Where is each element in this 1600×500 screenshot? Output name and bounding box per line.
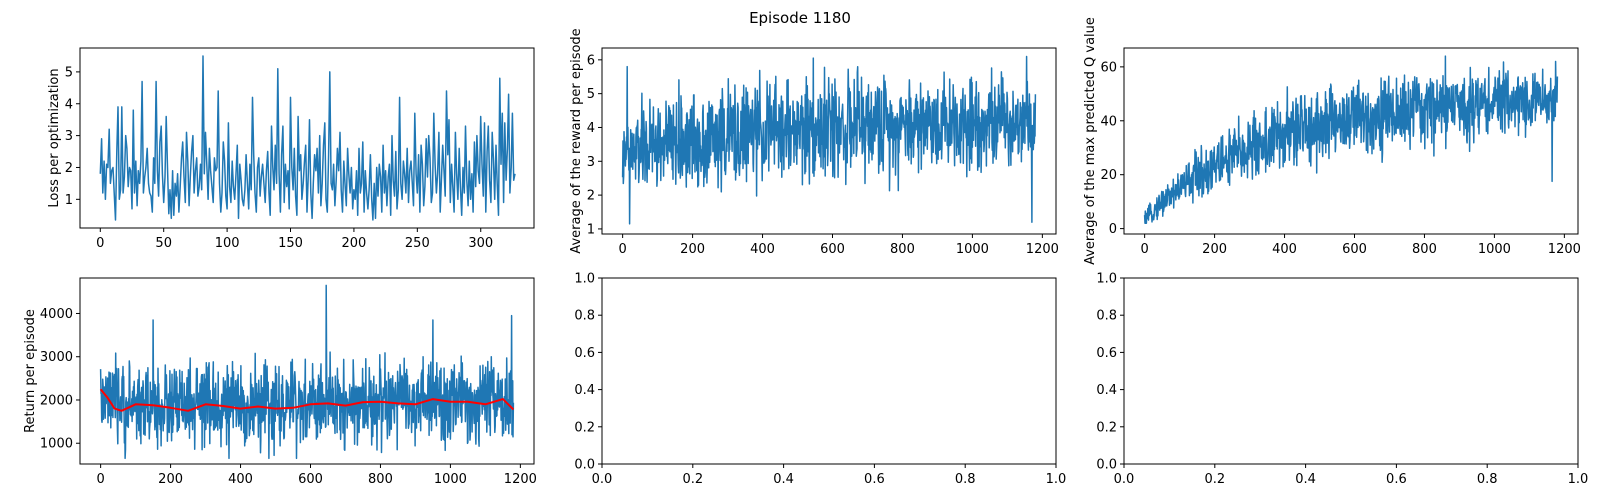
q_value-ytick-label: 60 <box>1100 60 1117 75</box>
loss-xtick-label: 250 <box>405 236 430 251</box>
loss-xtick-label: 150 <box>278 236 303 251</box>
q_value-xtick-label: 400 <box>1272 242 1297 257</box>
reward-ytick-label: 2 <box>587 189 595 204</box>
empty_1-xtick-label: 1.0 <box>1046 472 1067 487</box>
return-ytick-label: 2000 <box>40 393 73 408</box>
q_value-ytick-label: 20 <box>1100 168 1117 183</box>
return-xtick-label: 800 <box>368 472 393 487</box>
empty_2-ytick-label: 0.4 <box>1096 383 1117 398</box>
q_value-axes-frame <box>1123 47 1579 235</box>
q_value-xtick-label: 800 <box>1412 242 1437 257</box>
loss-ytick-label: 5 <box>65 65 73 80</box>
empty_2-xtick-label: 0.2 <box>1204 472 1225 487</box>
return-axes-frame <box>79 277 535 465</box>
empty_2-xtick-label: 0.4 <box>1295 472 1316 487</box>
empty_1-ytick-label: 1.0 <box>574 272 595 287</box>
return-xtick-label: 1000 <box>434 472 467 487</box>
q_value-ytick-label: 40 <box>1100 114 1117 129</box>
loss-xtick-label: 200 <box>342 236 367 251</box>
reward-xtick-label: 0 <box>618 242 626 257</box>
q_value-series-line <box>1143 55 1559 224</box>
loss-ytick-label: 3 <box>65 129 73 144</box>
empty_1-ytick-label: 0.6 <box>574 346 595 361</box>
loss-xtick-label: 0 <box>96 236 104 251</box>
loss-ylabel: Loss per optimization <box>47 68 62 207</box>
q_value-xtick-label: 600 <box>1342 242 1367 257</box>
subplot-empty_2: 0.0 0.2 0.4 0.6 0.8 1.0 0.0 0.2 0.4 0.6 0.8 1.0 <box>1096 272 1588 488</box>
empty_2-ytick-label: 0.8 <box>1096 309 1117 324</box>
empty_2-xtick-label: 0.8 <box>1477 472 1498 487</box>
reward-ytick-label: 3 <box>587 155 595 170</box>
empty_1-ytick-label: 0.4 <box>574 383 595 398</box>
reward-series-line <box>621 55 1037 225</box>
empty_1-axes-frame <box>601 277 1057 465</box>
loss-axes-frame <box>79 47 535 229</box>
subplot-return: 0 200 400 600 800 1000 1200 1000 2000 3000 4000Ret… <box>23 277 537 487</box>
return-xtick-label: 1200 <box>504 472 537 487</box>
loss-ytick-label: 2 <box>65 161 73 176</box>
empty_1-ytick-label: 0.8 <box>574 309 595 324</box>
reward-xtick-label: 1200 <box>1026 242 1059 257</box>
empty_1-xtick-label: 0.0 <box>592 472 613 487</box>
return-ytick-label: 1000 <box>40 437 73 452</box>
empty_1-xtick-label: 0.8 <box>955 472 976 487</box>
empty_2-xtick-label: 0.0 <box>1114 472 1135 487</box>
return-ytick-label: 4000 <box>40 307 73 322</box>
subplot-empty_1: 0.0 0.2 0.4 0.6 0.8 1.0 0.0 0.2 0.4 0.6 0.8 1.0 <box>574 272 1066 488</box>
reward-axes-frame <box>601 47 1057 235</box>
empty_1-ytick-label: 0.2 <box>574 420 595 435</box>
q_value-xtick-label: 1200 <box>1548 242 1581 257</box>
empty_2-ytick-label: 0.6 <box>1096 346 1117 361</box>
q_value-xtick-label: 200 <box>1202 242 1227 257</box>
return-xtick-label: 400 <box>228 472 253 487</box>
return-ylabel: Return per episode <box>23 309 38 433</box>
q_value-xtick-label: 1000 <box>1478 242 1511 257</box>
q_value-xtick-label: 0 <box>1140 242 1148 257</box>
figure-title: Episode 1180 <box>749 9 851 27</box>
return-series-group <box>99 284 515 460</box>
empty_2-ytick-label: 0.0 <box>1096 458 1117 473</box>
loss-xtick-label: 300 <box>468 236 493 251</box>
empty_1-ytick-label: 0.0 <box>574 458 595 473</box>
reward-xtick-label: 1000 <box>956 242 989 257</box>
loss-xtick-label: 100 <box>215 236 240 251</box>
reward-xtick-label: 400 <box>750 242 775 257</box>
loss-series-group <box>99 55 516 221</box>
empty_2-xtick-label: 1.0 <box>1568 472 1589 487</box>
return-xtick-label: 200 <box>158 472 183 487</box>
return-ytick-label: 3000 <box>40 350 73 365</box>
reward-ylabel: Average of the reward per episode <box>569 28 584 253</box>
return-series-line <box>99 284 515 460</box>
reward-xtick-label: 200 <box>680 242 705 257</box>
q_value-ylabel: Average of the max predicted Q value <box>1083 17 1098 265</box>
loss-xtick-label: 50 <box>155 236 172 251</box>
empty_1-xtick-label: 0.4 <box>773 472 794 487</box>
reward-ytick-label: 1 <box>587 222 595 237</box>
empty_2-ytick-label: 1.0 <box>1096 272 1117 287</box>
q_value-ytick-label: 0 <box>1109 222 1117 237</box>
return-smoothed-line <box>99 388 515 412</box>
loss-ytick-label: 1 <box>65 193 73 208</box>
reward-series-group <box>621 55 1037 225</box>
reward-ytick-label: 4 <box>587 121 595 136</box>
q_value-series-group <box>1143 55 1559 224</box>
reward-xtick-label: 600 <box>820 242 845 257</box>
empty_1-xtick-label: 0.2 <box>682 472 703 487</box>
empty_2-ytick-label: 0.2 <box>1096 420 1117 435</box>
reward-xtick-label: 800 <box>890 242 915 257</box>
empty_2-axes-frame <box>1123 277 1579 465</box>
return-xtick-label: 0 <box>96 472 104 487</box>
empty_1-xtick-label: 0.6 <box>864 472 885 487</box>
empty_2-xtick-label: 0.6 <box>1386 472 1407 487</box>
loss-series-line <box>99 55 516 221</box>
loss-ytick-label: 4 <box>65 97 73 112</box>
reward-ytick-label: 5 <box>587 87 595 102</box>
reward-ytick-label: 6 <box>587 53 595 68</box>
return-xtick-label: 600 <box>298 472 323 487</box>
